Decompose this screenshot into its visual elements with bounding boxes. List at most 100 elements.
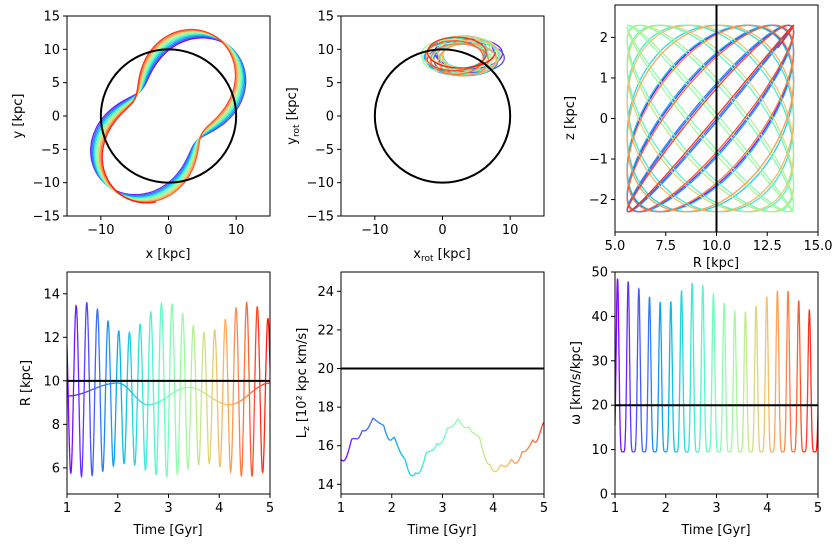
xtick-label: 4: [489, 501, 497, 516]
series-r-guide: [148, 403, 154, 406]
series-lz: [399, 452, 405, 459]
series-omega: [721, 302, 726, 409]
series-r: [196, 442, 201, 466]
series-omega: [726, 444, 730, 453]
series-lz: [537, 426, 543, 439]
ylabel-lz-main: L: [295, 430, 310, 438]
xtick-label: 3: [164, 501, 172, 516]
ylabel-rot: yrot [kpc]: [285, 87, 302, 144]
series-lz: [507, 458, 513, 465]
orbit-rz: [626, 123, 702, 213]
xtick-label: 2: [662, 501, 670, 516]
orbit-rot: [460, 40, 498, 52]
ytick-label: 0: [52, 110, 60, 125]
ytick-label: 12: [43, 331, 60, 346]
ytick-label: −1: [589, 153, 608, 168]
orbit-xy: [98, 128, 118, 193]
series-r: [238, 419, 243, 478]
orbit-rz: [626, 55, 688, 194]
panel-rz: 5.0 7.5 10.0 12.5 15.0 −2 −1 0 1 2 R [kpc] z [kpc…: [563, 4, 832, 271]
series-lz: [515, 458, 521, 464]
series-r-guide: [201, 391, 209, 396]
series-r: [225, 328, 230, 430]
series-r: [155, 409, 159, 476]
xtick-label: 1: [337, 501, 345, 516]
series-r: [95, 307, 99, 348]
series-omega: [679, 289, 684, 355]
orbit-xy: [216, 69, 244, 127]
orbit-xy: [143, 39, 181, 84]
series-lz: [396, 443, 402, 453]
series-omega: [664, 449, 668, 453]
series-r: [82, 335, 86, 456]
orbit-xy: [116, 88, 139, 119]
series-r: [199, 350, 204, 443]
series-lz: [448, 425, 454, 429]
ytick-label: −2: [589, 193, 608, 208]
series-omega: [734, 313, 739, 441]
ytick-label: 50: [591, 266, 608, 281]
series-r: [128, 332, 133, 405]
series-r: [183, 352, 188, 458]
series-r-guide: [196, 388, 203, 393]
orbit-rz: [627, 24, 722, 86]
series-lz: [407, 469, 412, 477]
series-omega: [792, 449, 796, 453]
series-lz: [455, 418, 461, 423]
ylabel-rz: z [kpc]: [563, 96, 578, 140]
orbit-xy: [145, 33, 196, 73]
ylabel-rot-main: y: [285, 137, 300, 145]
xtick-label: 5: [814, 501, 822, 516]
series-r: [228, 429, 233, 475]
series-lz: [347, 438, 353, 452]
xtick-label: 12.5: [753, 239, 782, 254]
series-r: [178, 322, 183, 430]
series-r: [87, 320, 92, 440]
series-omega: [616, 278, 621, 431]
series-omega: [690, 283, 694, 357]
series-r: [209, 356, 214, 449]
orbit-xy: [137, 162, 191, 200]
orbit-rot: [421, 42, 456, 59]
series-r-guide: [77, 392, 84, 396]
series-r-guide: [153, 401, 160, 405]
series-omega: [627, 281, 632, 423]
series-r: [136, 323, 141, 395]
ytick-label: 24: [317, 285, 334, 300]
orbit-xy: [210, 77, 243, 130]
series-omega: [747, 434, 751, 453]
orbit-xy: [142, 44, 175, 87]
orbit-rz: [628, 90, 731, 211]
series-r-guide: [261, 382, 268, 386]
series-r: [123, 387, 128, 463]
series-r: [189, 338, 193, 438]
series-r-guide: [142, 402, 149, 406]
ytick-label: 20: [591, 399, 608, 414]
orbit-rz: [732, 56, 795, 195]
orbit-xy: [95, 101, 129, 151]
series-omega: [786, 290, 791, 388]
xtick-label: 4: [763, 501, 771, 516]
series-lz: [493, 470, 498, 473]
orbit-xy: [221, 47, 237, 112]
series-omega: [684, 450, 689, 453]
series-r: [170, 303, 175, 356]
ytick-label: 0: [326, 110, 334, 125]
series-r: [162, 364, 167, 473]
xlabel-rt: Time [Gyr]: [132, 523, 202, 538]
ytick-label: 1: [600, 71, 608, 86]
series-r: [121, 412, 126, 465]
series-omega: [669, 301, 674, 376]
series-r-guide: [239, 396, 247, 402]
series-omega: [782, 447, 786, 453]
ytick-label: −5: [315, 143, 334, 158]
ytick-label: 0: [600, 488, 608, 503]
series-omega: [778, 400, 783, 453]
series-r-guide: [115, 382, 122, 385]
series-r: [165, 419, 170, 478]
series-lz: [426, 450, 431, 454]
series-r: [246, 305, 251, 409]
series-lz: [467, 425, 472, 432]
series-omega: [661, 391, 665, 453]
